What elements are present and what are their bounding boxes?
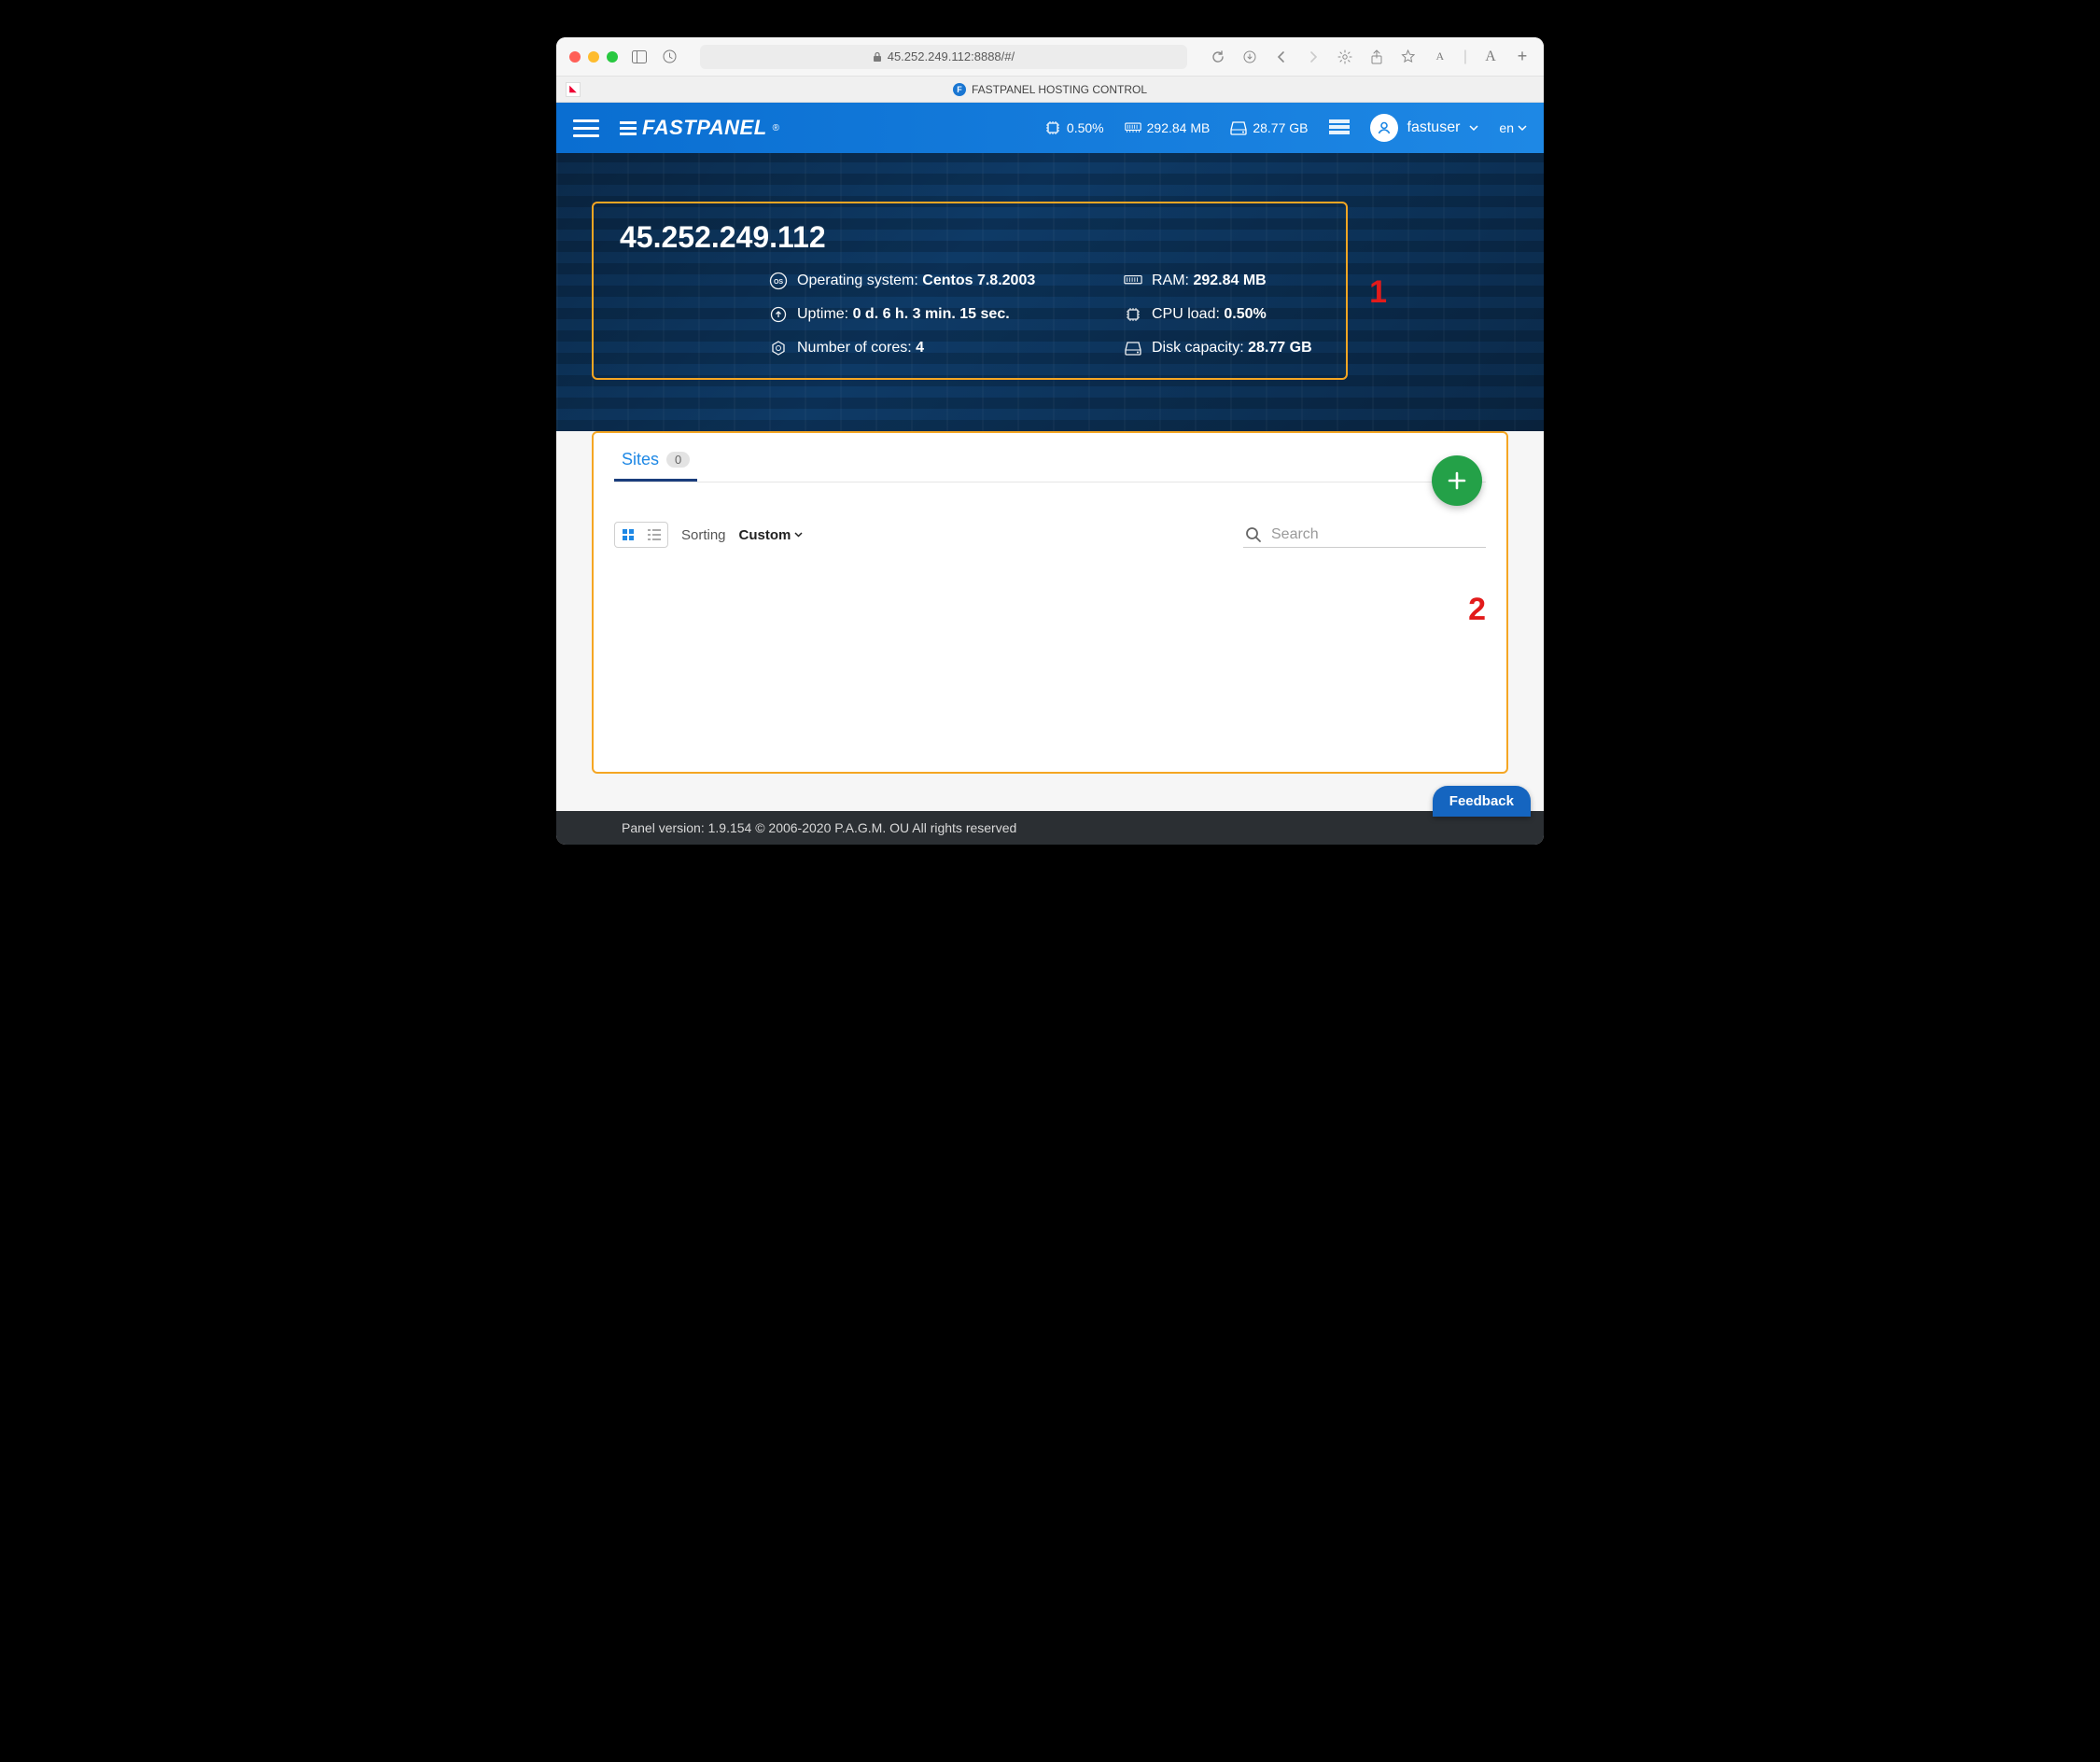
list-view-button[interactable] [641,523,667,547]
browser-window: 45.252.249.112:8888/#/ [556,37,1544,845]
grid-icon [622,528,635,541]
stat-ram: RAM: 292.84 MB [1124,272,1404,290]
favicon-icon: F [953,83,966,96]
os-icon: OS [769,272,788,290]
search-icon [1245,526,1262,543]
header-cpu-metric[interactable]: 0.50% [1044,119,1104,136]
view-toggle [614,522,668,548]
ram-icon [1124,272,1142,290]
minimize-window-button[interactable] [588,51,599,63]
url-field[interactable]: 45.252.249.112:8888/#/ [700,45,1187,69]
downloads-icon[interactable] [1241,49,1258,65]
tab-label: Sites [622,450,659,469]
language-selector[interactable]: en [1499,120,1527,135]
chevron-down-icon [794,532,803,538]
logo-text: FASTPANEL [642,116,767,140]
stat-os: OS Operating system: Centos 7.8.2003 [769,272,1086,290]
sites-panel: Sites 0 Sorting Custom [592,431,1508,774]
cores-icon [769,339,788,357]
window-controls [569,51,618,63]
uptime-icon [769,305,788,324]
stat-cpu: CPU load: 0.50% [1124,305,1404,324]
search-field[interactable] [1243,523,1486,548]
annotation-1: 1 [1369,274,1387,311]
avatar-icon [1370,114,1398,142]
tabs: Sites 0 [614,444,1486,482]
sorting-dropdown[interactable]: Custom [739,527,804,543]
bookmark-star-icon[interactable] [1400,49,1417,65]
history-icon[interactable] [661,49,678,65]
server-info-card: 45.252.249.112 OS Operating system: Cent… [592,202,1348,380]
browser-tab-strip: ◣ F FASTPANEL HOSTING CONTROL [556,77,1544,103]
tab-title[interactable]: FASTPANEL HOSTING CONTROL [972,83,1147,96]
tab-sites[interactable]: Sites 0 [614,444,697,482]
disk-icon [1230,119,1247,136]
sites-count-badge: 0 [666,452,690,468]
header-cpu-value: 0.50% [1067,120,1104,135]
cpu-icon [1124,305,1142,324]
footer: Panel version: 1.9.154 © 2006-2020 P.A.G… [556,811,1544,845]
app-header: FASTPANEL ® 0.50% 292.84 MB 28.77 GB [556,103,1544,153]
share-icon[interactable] [1368,49,1385,65]
list-icon [648,529,661,540]
server-ip: 45.252.249.112 [620,220,1320,255]
footer-text: Panel version: 1.9.154 © 2006-2020 P.A.G… [622,820,1016,835]
grid-view-button[interactable] [615,523,641,547]
chevron-down-icon [1469,125,1478,131]
plus-icon [1447,470,1467,491]
stat-disk: Disk capacity: 28.77 GB [1124,339,1404,357]
settings-gear-icon[interactable] [1337,49,1353,65]
svg-text:OS: OS [774,279,783,286]
header-server-icon[interactable] [1329,119,1350,136]
user-menu[interactable]: fastuser [1370,114,1479,142]
hero-banner: 45.252.249.112 OS Operating system: Cent… [556,153,1544,431]
stat-uptime: Uptime: 0 d. 6 h. 3 min. 15 sec. [769,305,1086,324]
browser-titlebar: 45.252.249.112:8888/#/ [556,37,1544,77]
sidebar-toggle-icon[interactable] [631,49,648,65]
server-stack-icon [1329,119,1350,136]
text-size-small-icon[interactable]: A [1432,49,1449,65]
content-area: Sites 0 Sorting Custom [556,431,1544,811]
reload-icon[interactable] [1210,49,1226,65]
menu-button[interactable] [573,119,599,137]
language-value: en [1499,120,1514,135]
pinned-tab[interactable]: ◣ [566,82,581,97]
header-disk-value: 28.77 GB [1253,120,1308,135]
back-icon[interactable] [1273,49,1290,65]
add-site-button[interactable] [1432,455,1482,506]
logo[interactable]: FASTPANEL ® [620,116,780,140]
header-ram-value: 292.84 MB [1147,120,1211,135]
text-size-large-icon[interactable]: A [1482,49,1499,65]
stat-cores: Number of cores: 4 [769,339,1086,357]
annotation-2: 2 [1468,592,1486,628]
disk-icon [1124,339,1142,357]
chevron-down-icon [1518,125,1527,131]
new-tab-icon[interactable]: + [1514,49,1531,65]
cpu-icon [1044,119,1061,136]
header-disk-metric[interactable]: 28.77 GB [1230,119,1308,136]
feedback-button[interactable]: Feedback [1433,786,1531,817]
maximize-window-button[interactable] [607,51,618,63]
forward-icon[interactable] [1305,49,1322,65]
lock-icon [873,51,882,63]
header-ram-metric[interactable]: 292.84 MB [1125,119,1211,136]
sites-toolbar: Sorting Custom [614,522,1486,548]
ram-icon [1125,119,1141,136]
search-input[interactable] [1271,526,1484,543]
username: fastuser [1407,119,1461,136]
sorting-label: Sorting [681,527,726,543]
close-window-button[interactable] [569,51,581,63]
url-text: 45.252.249.112:8888/#/ [888,49,1015,63]
